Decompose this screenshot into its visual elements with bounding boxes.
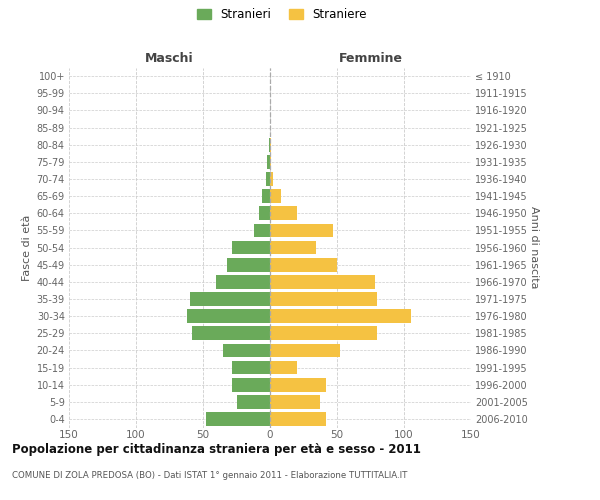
Bar [270, 275, 374, 288]
Bar [270, 206, 297, 220]
Bar [270, 292, 377, 306]
Bar [190, 292, 270, 306]
Bar [227, 258, 270, 272]
Bar [192, 326, 270, 340]
Bar [217, 275, 270, 288]
Bar [270, 309, 411, 323]
Bar [266, 172, 270, 186]
Y-axis label: Fasce di età: Fasce di età [22, 214, 32, 280]
Bar [270, 360, 297, 374]
Bar [270, 155, 271, 168]
Bar [232, 240, 270, 254]
Bar [236, 395, 270, 408]
Text: Maschi: Maschi [145, 52, 194, 65]
Bar [232, 378, 270, 392]
Bar [270, 412, 326, 426]
Bar [270, 344, 340, 357]
Bar [270, 258, 337, 272]
Bar [259, 206, 270, 220]
Bar [270, 240, 316, 254]
Bar [270, 172, 272, 186]
Y-axis label: Anni di nascita: Anni di nascita [529, 206, 539, 289]
Bar [262, 189, 270, 203]
Bar [254, 224, 270, 237]
Bar [270, 138, 271, 151]
Bar [223, 344, 270, 357]
Bar [268, 155, 270, 168]
Bar [270, 326, 377, 340]
Bar [187, 309, 270, 323]
Bar [206, 412, 270, 426]
Text: Femmine: Femmine [338, 52, 403, 65]
Bar [270, 395, 320, 408]
Bar [269, 138, 270, 151]
Text: Popolazione per cittadinanza straniera per età e sesso - 2011: Popolazione per cittadinanza straniera p… [12, 442, 421, 456]
Legend: Stranieri, Straniere: Stranieri, Straniere [192, 4, 372, 26]
Bar [270, 189, 281, 203]
Bar [270, 224, 333, 237]
Bar [270, 378, 326, 392]
Text: COMUNE DI ZOLA PREDOSA (BO) - Dati ISTAT 1° gennaio 2011 - Elaborazione TUTTITAL: COMUNE DI ZOLA PREDOSA (BO) - Dati ISTAT… [12, 471, 407, 480]
Bar [232, 360, 270, 374]
